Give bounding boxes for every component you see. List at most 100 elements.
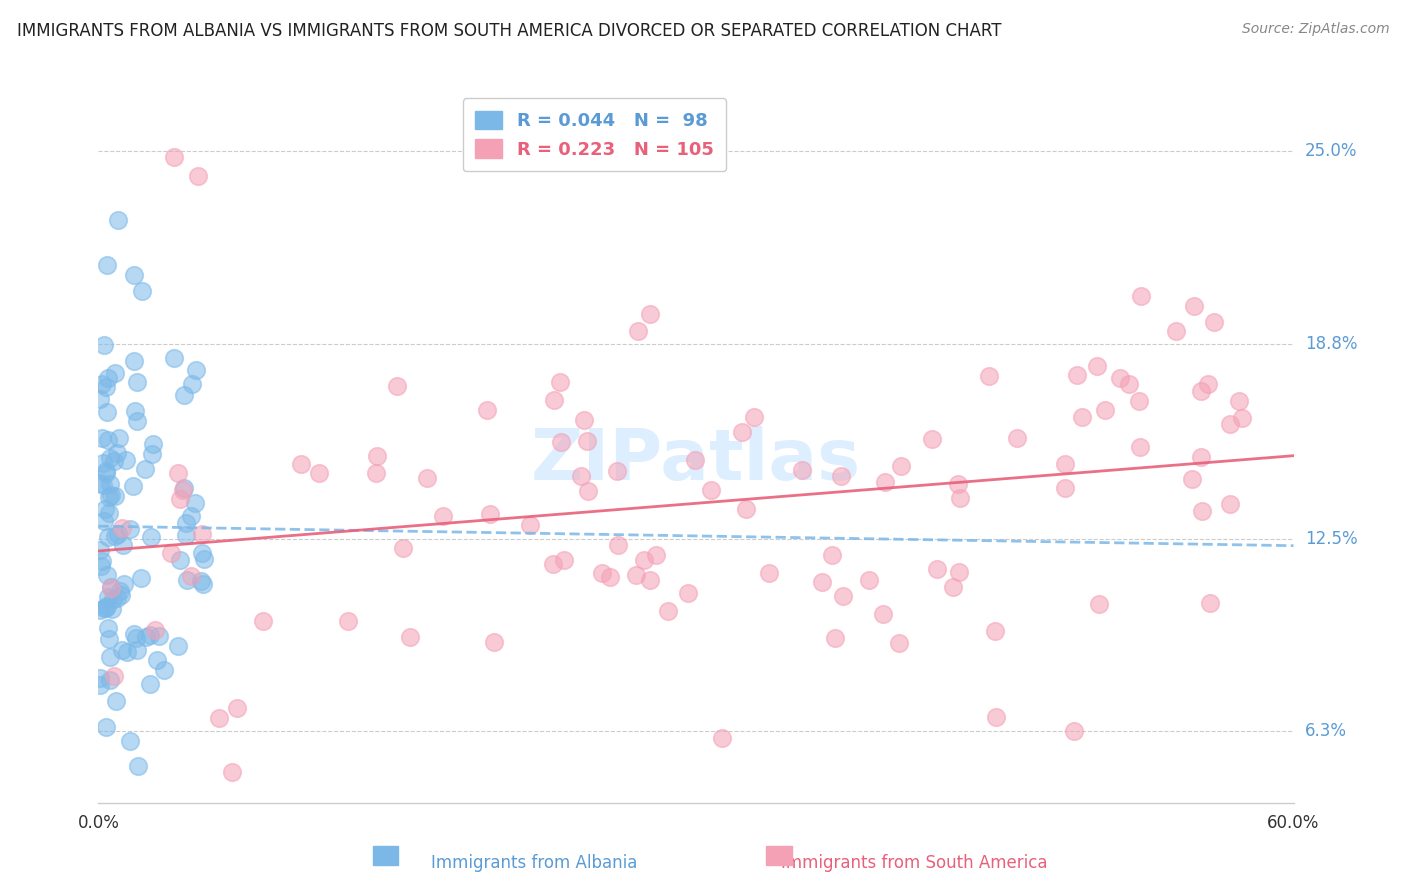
Point — [1109, 371, 1132, 385]
Point — [921, 432, 943, 446]
Point — [790, 463, 813, 477]
Point — [131, 284, 153, 298]
Point — [89, 672, 111, 686]
Point — [1182, 299, 1205, 313]
Point — [710, 731, 733, 746]
Point — [683, 453, 706, 467]
Point — [624, 567, 647, 582]
Point — [98, 477, 121, 491]
Point — [89, 392, 111, 407]
Point — [606, 538, 628, 552]
Point — [977, 369, 1000, 384]
Text: 18.8%: 18.8% — [1305, 334, 1357, 352]
Point — [821, 548, 844, 562]
Point — [591, 566, 613, 580]
Point — [153, 663, 176, 677]
Point — [811, 575, 834, 590]
Point — [111, 643, 134, 657]
Point — [148, 629, 170, 643]
Point — [193, 577, 215, 591]
Point — [1007, 432, 1029, 446]
Point — [872, 607, 894, 621]
Point — [91, 478, 114, 492]
Point — [1219, 498, 1241, 512]
Point — [91, 554, 114, 568]
Point — [117, 645, 139, 659]
Point — [1232, 411, 1254, 425]
Point — [519, 517, 541, 532]
Point — [336, 614, 359, 628]
Point — [98, 649, 121, 664]
Point — [1227, 394, 1250, 409]
Point — [125, 375, 148, 389]
Point — [97, 530, 120, 544]
Point — [633, 553, 655, 567]
Point — [174, 516, 197, 530]
Point — [482, 635, 505, 649]
Point — [606, 464, 628, 478]
Point — [101, 602, 124, 616]
Point — [90, 377, 112, 392]
Point — [163, 351, 186, 365]
Point — [93, 456, 115, 470]
Point — [142, 437, 165, 451]
Point — [90, 558, 112, 573]
Point — [173, 388, 195, 402]
Point — [1071, 409, 1094, 424]
Point — [180, 376, 202, 391]
Point — [890, 459, 912, 474]
Point — [308, 466, 330, 480]
Point — [925, 562, 948, 576]
Point — [742, 409, 765, 424]
Point — [252, 615, 274, 629]
Point — [141, 447, 163, 461]
Point — [125, 631, 148, 645]
Point — [226, 701, 249, 715]
Point — [576, 434, 599, 448]
Point — [366, 449, 388, 463]
Legend: R = 0.044   N =  98, R = 0.223   N = 105: R = 0.044 N = 98, R = 0.223 N = 105 — [463, 98, 727, 171]
Point — [627, 324, 650, 338]
Point — [98, 506, 121, 520]
Point — [114, 453, 136, 467]
Point — [96, 259, 118, 273]
Point — [180, 509, 202, 524]
Point — [100, 580, 122, 594]
Point — [640, 573, 662, 587]
Point — [569, 469, 592, 483]
Point — [98, 491, 121, 505]
Point — [129, 571, 152, 585]
Point — [97, 591, 120, 605]
Point — [100, 581, 122, 595]
Point — [731, 425, 754, 439]
Point — [1197, 376, 1219, 391]
Point — [191, 546, 214, 560]
Point — [858, 573, 880, 587]
Point — [94, 464, 117, 478]
Point — [399, 631, 422, 645]
Point — [96, 599, 118, 613]
Point — [572, 413, 595, 427]
Point — [134, 462, 156, 476]
Point — [120, 522, 142, 536]
Point — [983, 624, 1005, 638]
Point — [124, 403, 146, 417]
Point — [576, 484, 599, 499]
Point — [110, 588, 132, 602]
Point — [107, 212, 129, 227]
Point — [387, 379, 409, 393]
Text: Source: ZipAtlas.com: Source: ZipAtlas.com — [1241, 22, 1389, 37]
Point — [949, 491, 972, 505]
Point — [172, 483, 194, 497]
Point — [98, 673, 121, 687]
Point — [1189, 450, 1212, 464]
Point — [143, 623, 166, 637]
Point — [290, 457, 312, 471]
Point — [887, 636, 910, 650]
Point — [111, 521, 134, 535]
Point — [98, 450, 121, 465]
Point — [103, 454, 125, 468]
Point — [96, 405, 118, 419]
Point — [824, 632, 846, 646]
Point — [104, 489, 127, 503]
